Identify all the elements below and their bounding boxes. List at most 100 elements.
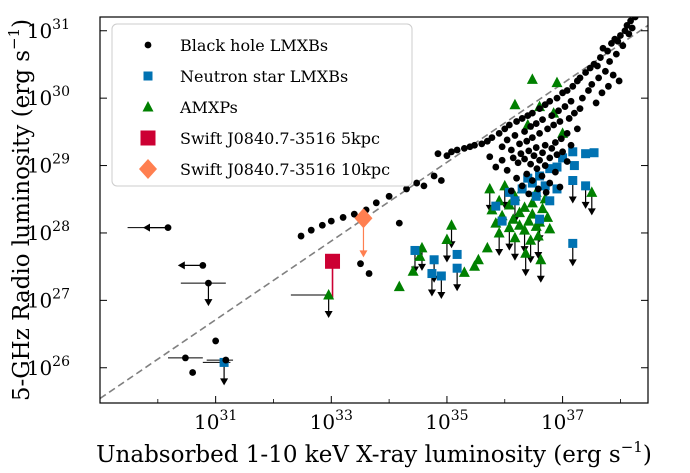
legend-entry-label: Swift J0840.7-3516 10kpc <box>180 160 390 179</box>
data-point <box>318 221 326 229</box>
data-point <box>446 219 458 230</box>
data-point <box>430 172 438 180</box>
data-point <box>588 81 596 88</box>
data-point <box>523 137 531 145</box>
data-point <box>553 151 561 159</box>
plot-frame <box>99 16 649 404</box>
legend-entry-label: AMXPs <box>179 98 238 117</box>
data-point <box>541 162 549 169</box>
data-point <box>452 249 462 259</box>
data-point <box>521 128 528 135</box>
upper-limit-arrow <box>427 289 436 297</box>
y-tick-label: 1029 <box>27 152 70 178</box>
data-point <box>540 181 550 191</box>
data-point <box>645 8 652 15</box>
data-point <box>548 112 556 120</box>
data-point <box>503 136 511 144</box>
data-point <box>510 196 520 206</box>
data-point <box>556 118 564 125</box>
data-point <box>523 215 535 226</box>
data-point <box>514 206 526 218</box>
data-point <box>466 143 474 151</box>
data-point <box>365 270 373 277</box>
data-point <box>559 148 566 156</box>
data-point <box>581 149 591 159</box>
data-point <box>524 112 532 120</box>
data-point <box>509 154 517 162</box>
data-point <box>640 9 647 16</box>
data-point <box>323 289 335 300</box>
data-point <box>525 234 537 245</box>
data-point <box>548 144 556 152</box>
data-point <box>503 198 515 210</box>
data-point <box>357 260 364 268</box>
series-3 <box>325 253 341 269</box>
data-point <box>509 98 521 110</box>
data-point <box>523 173 533 183</box>
data-point <box>513 174 520 182</box>
upper-limit-arrow <box>442 255 451 263</box>
data-point <box>585 87 592 94</box>
data-point <box>599 44 607 52</box>
x-tick-label: 1035 <box>425 408 468 434</box>
data-point <box>222 356 230 364</box>
data-point <box>558 153 568 163</box>
data-point <box>507 187 515 195</box>
data-point <box>555 107 562 115</box>
data-point <box>596 54 604 61</box>
data-point <box>530 220 542 231</box>
legend-entry-label: Black hole LMXBs <box>180 36 328 55</box>
upper-limit-arrow <box>587 208 596 216</box>
data-point <box>569 82 577 90</box>
legend-marker <box>142 101 154 112</box>
data-point <box>307 226 315 234</box>
data-point <box>532 144 540 151</box>
upper-limit-arrow <box>220 378 229 386</box>
data-point <box>339 214 347 221</box>
data-point <box>544 222 556 234</box>
data-point <box>520 247 532 258</box>
series-4 <box>354 208 373 229</box>
reference-line-layer <box>100 24 648 400</box>
data-point <box>601 67 609 75</box>
data-point <box>559 89 566 97</box>
data-point <box>478 140 486 148</box>
data-point <box>486 153 494 161</box>
data-point <box>484 182 496 194</box>
data-point <box>503 221 515 233</box>
data-point <box>491 201 501 211</box>
data-point <box>612 50 620 58</box>
data-point <box>527 123 535 130</box>
data-point <box>582 69 589 76</box>
data-point <box>458 266 470 277</box>
data-point <box>495 129 503 137</box>
data-point <box>517 150 525 158</box>
data-point <box>545 196 555 206</box>
data-point <box>586 64 594 72</box>
data-point <box>595 74 603 82</box>
data-point <box>492 163 500 171</box>
data-point <box>546 179 554 187</box>
data-point <box>615 77 623 85</box>
data-point <box>542 188 550 196</box>
data-point <box>501 125 509 133</box>
data-point <box>164 224 172 232</box>
data-point <box>205 279 212 287</box>
legend-marker <box>144 41 152 49</box>
upper-limit-arrow <box>526 256 535 264</box>
data-point <box>327 217 335 225</box>
data-point <box>413 179 421 187</box>
data-point <box>493 226 505 238</box>
data-point <box>573 77 581 85</box>
data-point <box>488 134 496 141</box>
data-point <box>527 160 535 168</box>
data-point <box>565 115 573 122</box>
data-point <box>509 231 521 243</box>
legend: Black hole LMXBs Neutron star LMXBs AMXPs S… <box>111 23 413 187</box>
data-point <box>592 99 600 107</box>
data-point <box>530 152 538 160</box>
data-point <box>567 97 575 105</box>
data-point <box>628 24 636 32</box>
data-point <box>182 354 189 362</box>
